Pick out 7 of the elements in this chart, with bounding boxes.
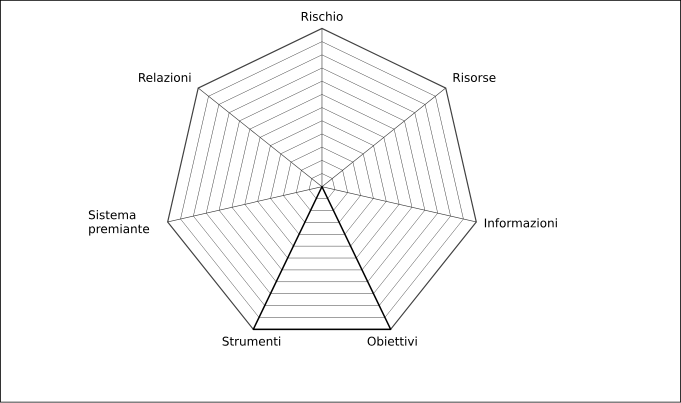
spoke-label: Informazioni xyxy=(484,218,557,228)
spoke-label: Obiettivi xyxy=(368,336,417,346)
spoke-label: Sistema premiante xyxy=(88,210,150,236)
spoke-label: Strumenti xyxy=(222,336,280,346)
spoke-label: Relazioni xyxy=(139,72,190,82)
spoke-label: Risorse xyxy=(454,72,496,82)
spoke-label: Rischio xyxy=(302,12,343,22)
